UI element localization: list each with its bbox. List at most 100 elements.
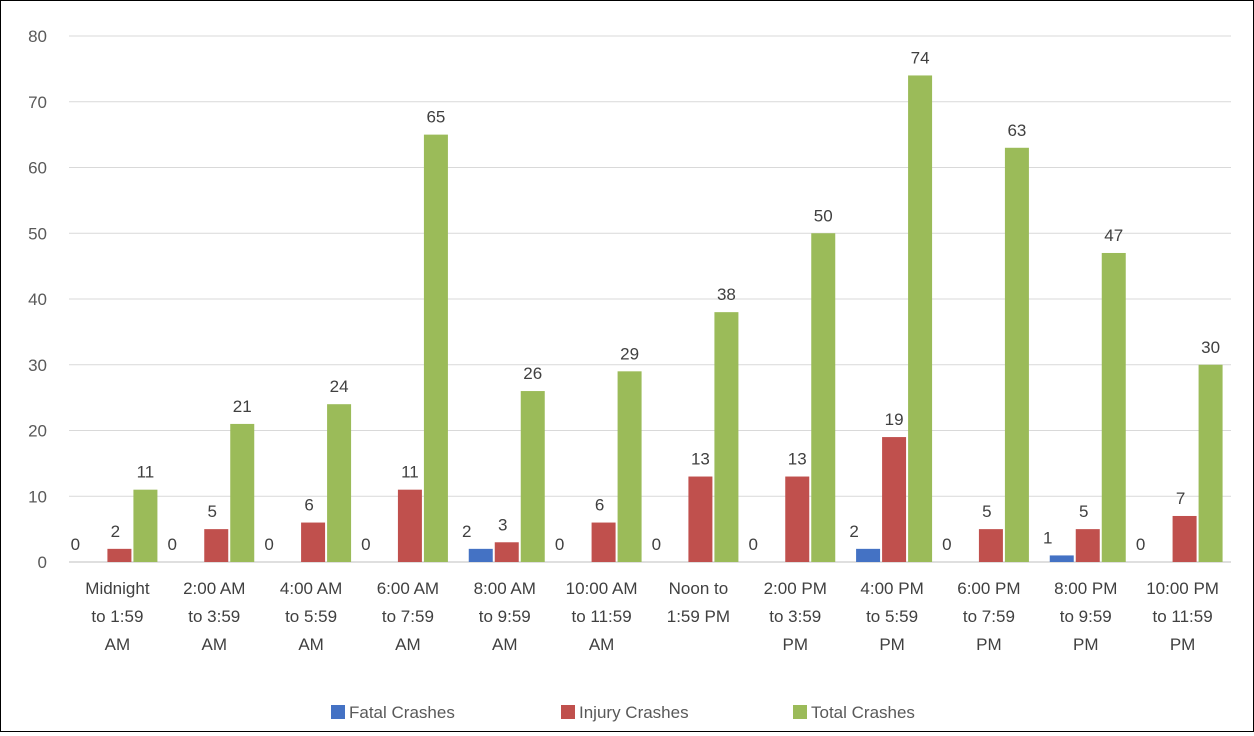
x-tick-label: PM [783, 635, 809, 654]
bar-injury-crashes [397, 489, 422, 562]
bar-fatal-crashes [1049, 555, 1074, 562]
y-axis: 0 10 20 30 40 50 60 70 80 [28, 27, 47, 572]
data-label: 11 [137, 463, 155, 482]
y-tick-label: 80 [28, 27, 47, 46]
x-tick-label: to 5:59 [285, 607, 337, 626]
bar-total-crashes [908, 75, 933, 562]
x-tick-label: to 9:59 [479, 607, 531, 626]
data-label: 5 [982, 502, 991, 521]
x-tick-label: AM [202, 635, 228, 654]
x-tick-label: to 3:59 [769, 607, 821, 626]
bar-injury-crashes [688, 476, 713, 562]
data-label: 29 [620, 344, 639, 363]
data-label: 1 [1043, 528, 1052, 547]
bar-total-crashes [811, 233, 836, 562]
bar-total-crashes [1101, 252, 1126, 562]
bars [107, 75, 1223, 562]
data-label: 0 [749, 535, 758, 554]
data-label: 0 [942, 535, 951, 554]
bar-injury-crashes [1075, 529, 1100, 562]
legend-swatch [561, 705, 575, 719]
bar-total-crashes [133, 489, 158, 562]
bar-total-crashes [1004, 147, 1029, 562]
data-label: 21 [233, 397, 252, 416]
x-tick-label: to 11:59 [571, 607, 631, 626]
x-tick-label: PM [976, 635, 1002, 654]
data-label: 11 [401, 463, 419, 482]
data-label: 6 [595, 496, 604, 515]
x-tick-label: AM [395, 635, 421, 654]
bar-total-crashes [423, 134, 448, 562]
x-tick-label: 10:00 PM [1146, 579, 1219, 598]
bar-injury-crashes [882, 437, 907, 562]
x-tick-label: to 3:59 [188, 607, 240, 626]
x-tick-label: 2:00 PM [764, 579, 827, 598]
x-tick-label: 8:00 AM [474, 579, 536, 598]
data-label: 26 [523, 364, 542, 383]
x-tick-label: AM [589, 635, 615, 654]
x-tick-label: to 1:59 [91, 607, 143, 626]
data-label: 6 [304, 496, 313, 515]
data-label: 2 [111, 522, 120, 541]
x-tick-label: 10:00 AM [566, 579, 638, 598]
data-label: 24 [330, 377, 349, 396]
data-label: 0 [168, 535, 177, 554]
data-label: 13 [788, 450, 807, 469]
data-label: 0 [555, 535, 564, 554]
data-label: 3 [498, 515, 507, 534]
bar-total-crashes [520, 391, 545, 562]
x-tick-label: PM [879, 635, 905, 654]
x-axis: Midnight to 1:59 AM 2:00 AM to 3:59 AM 4:00 AM… [85, 579, 1219, 654]
x-tick-label: 6:00 PM [957, 579, 1020, 598]
x-tick-label: to 7:59 [382, 607, 434, 626]
bar-total-crashes [714, 312, 739, 562]
bar-injury-crashes [107, 548, 132, 562]
y-tick-label: 60 [28, 159, 47, 178]
y-tick-label: 40 [28, 290, 47, 309]
bar-injury-crashes [204, 529, 229, 562]
data-label: 2 [462, 522, 471, 541]
y-tick-label: 10 [28, 487, 47, 506]
x-tick-label: 4:00 AM [280, 579, 342, 598]
bar-total-crashes [617, 371, 642, 562]
legend-label: Injury Crashes [579, 703, 689, 722]
bar-injury-crashes [591, 522, 616, 562]
y-tick-label: 20 [28, 422, 47, 441]
data-label: 65 [426, 108, 445, 127]
bar-total-crashes [1198, 364, 1223, 562]
data-label: 0 [264, 535, 273, 554]
y-tick-label: 30 [28, 356, 47, 375]
data-label: 63 [1007, 121, 1026, 140]
x-tick-label: Noon to [669, 579, 729, 598]
data-label: 74 [911, 48, 930, 67]
x-tick-label: PM [1170, 635, 1196, 654]
x-tick-label: 1:59 PM [667, 607, 730, 626]
x-tick-label: PM [1073, 635, 1099, 654]
data-label: 5 [1079, 502, 1088, 521]
bar-injury-crashes [1172, 515, 1197, 562]
data-label: 19 [885, 410, 904, 429]
x-tick-label: to 7:59 [963, 607, 1015, 626]
bar-total-crashes [230, 423, 255, 562]
x-tick-label: 6:00 AM [377, 579, 439, 598]
x-tick-label: to 11:59 [1152, 607, 1212, 626]
data-label: 0 [1136, 535, 1145, 554]
bar-injury-crashes [978, 529, 1003, 562]
data-label: 38 [717, 285, 736, 304]
bar-injury-crashes [785, 476, 810, 562]
legend-label: Total Crashes [811, 703, 915, 722]
data-label: 2 [849, 522, 858, 541]
bar-fatal-crashes [468, 548, 493, 562]
y-tick-label: 70 [28, 93, 47, 112]
x-tick-label: to 9:59 [1060, 607, 1112, 626]
data-label: 50 [814, 206, 833, 225]
bar-injury-crashes [494, 542, 519, 562]
data-label: 30 [1201, 338, 1220, 357]
y-tick-label: 0 [38, 553, 47, 572]
x-tick-label: 2:00 AM [183, 579, 245, 598]
data-label: 47 [1104, 226, 1123, 245]
gridlines [69, 35, 1231, 563]
x-tick-label: AM [492, 635, 518, 654]
